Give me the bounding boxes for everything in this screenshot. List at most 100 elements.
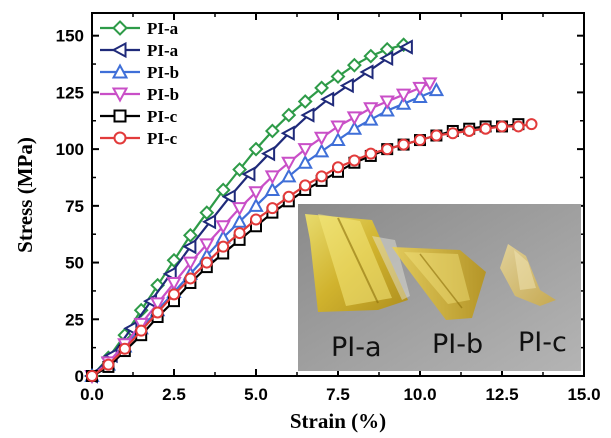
data-point	[297, 143, 313, 158]
legend-entry: PI-b	[100, 85, 179, 104]
x-tick-label: 5.0	[244, 385, 268, 404]
y-tick-labels: 0 25 50 75 100 125 150	[56, 27, 84, 386]
legend-label: PI-c	[147, 107, 178, 126]
data-point	[297, 94, 313, 109]
data-point	[314, 80, 330, 96]
data-point	[446, 127, 459, 140]
x-axis-title: Strain (%)	[290, 409, 386, 433]
data-point	[221, 189, 236, 205]
photo-labels: PI-a PI-b PI-c	[331, 327, 567, 363]
film-sample-c	[500, 244, 556, 306]
data-point	[412, 81, 428, 96]
series-6	[86, 118, 538, 382]
data-point	[86, 370, 98, 382]
x-tick-label: 15.0	[567, 385, 600, 404]
y-tick-label: 150	[56, 27, 84, 46]
data-point	[422, 77, 438, 92]
data-point	[346, 120, 363, 135]
data-point	[168, 288, 180, 301]
data-point	[280, 125, 295, 141]
data-point	[217, 240, 230, 253]
data-point	[248, 141, 264, 157]
data-point	[339, 77, 354, 94]
data-point	[496, 120, 508, 133]
data-point	[395, 95, 412, 110]
data-point	[248, 197, 264, 212]
data-point	[346, 57, 362, 73]
legend-label: PI-a	[147, 19, 179, 38]
series-1	[84, 37, 412, 384]
data-point	[479, 122, 492, 135]
legend-label: PI-a	[147, 41, 179, 60]
y-tick-label: 50	[65, 254, 84, 273]
data-point	[233, 227, 246, 240]
data-point	[381, 143, 394, 156]
legend-marker	[111, 41, 127, 59]
data-point	[199, 238, 215, 253]
x-tick-label: 0.0	[80, 385, 104, 404]
data-point	[248, 186, 264, 201]
data-point	[330, 131, 346, 147]
data-point	[412, 88, 428, 103]
data-point	[133, 317, 149, 332]
data-point	[201, 214, 217, 230]
data-point	[281, 156, 297, 171]
data-point	[525, 118, 538, 131]
series-line	[91, 89, 437, 377]
data-point	[282, 190, 295, 203]
data-point	[359, 64, 374, 80]
axis-ticks	[91, 13, 585, 377]
legend-entry: PI-a	[100, 19, 179, 38]
data-point	[151, 306, 164, 319]
data-point	[320, 91, 335, 107]
legend-label: PI-b	[147, 85, 179, 104]
legend-marker	[111, 63, 129, 79]
photo-label-pi-a: PI-a	[331, 332, 382, 363]
data-point	[162, 266, 177, 282]
data-point	[266, 202, 279, 215]
data-point	[261, 145, 276, 162]
data-point	[231, 213, 248, 228]
data-point	[315, 170, 328, 183]
data-point	[232, 162, 248, 177]
legend: PI-a PI-a PI-b PI-b PI-c PI-c	[100, 19, 179, 148]
data-point	[297, 154, 313, 169]
data-point	[299, 179, 312, 192]
data-point	[199, 205, 215, 221]
data-point	[332, 161, 344, 174]
legend-label: PI-b	[147, 63, 179, 82]
data-point	[149, 297, 166, 312]
legend-label: PI-c	[147, 129, 178, 148]
data-point	[281, 168, 297, 183]
film-sample-b	[392, 247, 486, 320]
series-line	[91, 123, 532, 377]
data-point	[184, 272, 197, 285]
data-point	[363, 111, 379, 126]
data-point	[379, 102, 395, 117]
photo-label-pi-c: PI-c	[518, 327, 567, 358]
legend-entry: PI-c	[100, 107, 178, 126]
y-axis-title: Stress (MPa)	[13, 137, 37, 253]
series-line	[91, 82, 431, 377]
data-point	[313, 131, 330, 146]
data-point	[398, 39, 413, 55]
data-point	[182, 227, 198, 243]
photo-label-pi-b: PI-b	[432, 329, 483, 360]
data-point	[397, 138, 410, 151]
data-point	[346, 111, 363, 126]
series-2	[83, 39, 413, 384]
data-point	[135, 324, 148, 337]
x-tick-label: 7.5	[326, 385, 350, 404]
data-point	[166, 252, 182, 268]
data-point	[264, 170, 281, 185]
y-tick-label: 0	[75, 367, 84, 386]
data-point	[363, 102, 379, 117]
data-point	[463, 124, 476, 137]
legend-marker	[112, 20, 128, 36]
data-point	[379, 95, 395, 110]
data-point	[231, 202, 248, 217]
data-point	[330, 69, 346, 84]
y-tick-label: 100	[56, 140, 84, 159]
legend-entry: PI-c	[100, 129, 178, 148]
